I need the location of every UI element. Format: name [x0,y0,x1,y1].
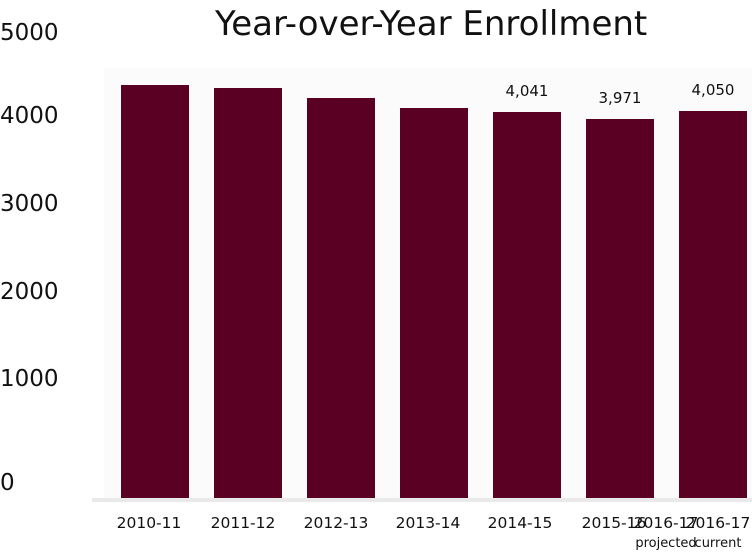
x-tick-label: 2016-17 [685,514,751,532]
bar-2013-14 [400,108,468,500]
y-tick-label: 2000 [0,279,59,305]
bar-2016-17-projected [586,118,654,500]
bar-value-label: 4,041 [505,82,549,101]
bar-2011-12 [214,88,282,500]
y-tick-label: 3000 [0,191,59,217]
bar-2010-11 [121,85,189,500]
x-tick-label: 2015-16 [581,514,647,532]
y-tick-label: 0 [0,470,15,496]
y-tick-label: 1000 [0,366,59,392]
x-tick-label: 2011-12 [210,514,276,532]
bar-2016-17-current [679,111,747,500]
x-axis-baseline [92,498,752,502]
y-tick-label: 4000 [0,103,59,129]
bar-value-label: 4,050 [691,81,735,100]
x-tick-sublabel: projected [635,536,697,551]
x-tick-label: 2010-11 [116,514,182,532]
bar-2012-13 [307,97,375,500]
x-tick-label: 2016-17 [633,514,699,532]
x-tick-label: 2014-15 [487,514,553,532]
bar-value-label: 3,971 [598,88,642,107]
x-tick-sublabel: current [694,536,742,551]
x-tick-label: 2013-14 [395,514,461,532]
bar-2015-16 [493,112,561,500]
y-tick-label: 5000 [0,20,59,46]
x-tick-label: 2012-13 [303,514,369,532]
chart-title: Year-over-Year Enrollment [215,4,648,44]
